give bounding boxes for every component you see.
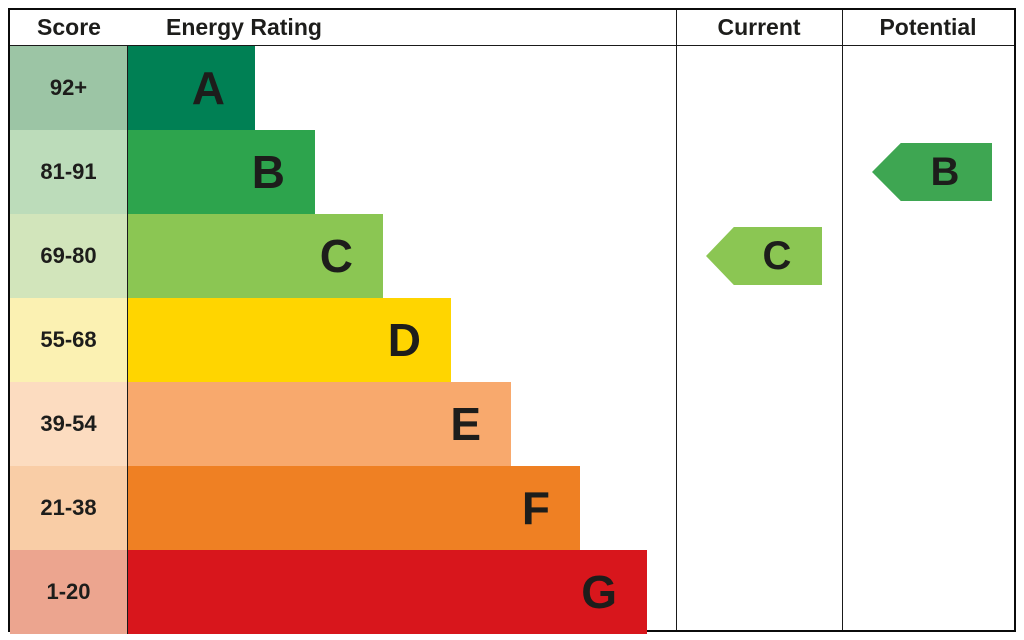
band-row-f: 21-38 F xyxy=(10,466,1014,550)
band-letter: F xyxy=(521,482,550,534)
band-letter: G xyxy=(581,566,617,618)
band-row-d: 55-68 D xyxy=(10,298,1014,382)
band-bar-c: C xyxy=(128,214,383,298)
header-score: Score xyxy=(37,14,101,40)
band-letter: A xyxy=(191,62,225,114)
band-letter: D xyxy=(387,314,421,366)
score-range: 81-91 xyxy=(10,130,128,214)
potential-arrow-letter: B xyxy=(930,150,960,194)
score-range: 1-20 xyxy=(10,550,128,634)
band-row-c: 69-80 C xyxy=(10,214,1014,298)
band-letter: B xyxy=(251,146,285,198)
score-range: 55-68 xyxy=(10,298,128,382)
header-current: Current xyxy=(717,14,801,40)
band-bar-b: B xyxy=(128,130,315,214)
score-range: 21-38 xyxy=(10,466,128,550)
band-letter: E xyxy=(450,398,481,450)
epc-rating-chart: Score Energy Rating Current Potential 92… xyxy=(8,8,1016,634)
band-letter: C xyxy=(319,230,353,282)
band-row-g: 1-20 G xyxy=(10,550,1014,634)
band-row-e: 39-54 E xyxy=(10,382,1014,466)
band-bar-f: F xyxy=(128,466,580,550)
divider-rating-current xyxy=(676,10,677,630)
band-rows: 92+ A 81-91 B 69-80 C 55-68 D 39-54 E 21-38 F 1-20 G xyxy=(10,46,1014,634)
band-row-b: 81-91 B xyxy=(10,130,1014,214)
score-range: 39-54 xyxy=(10,382,128,466)
current-arrow: C xyxy=(706,227,822,285)
header-row: Score Energy Rating Current Potential xyxy=(10,10,1014,46)
band-bar-a: A xyxy=(128,46,255,130)
divider-current-potential xyxy=(842,10,843,630)
band-bar-e: E xyxy=(128,382,511,466)
band-bar-g: G xyxy=(128,550,647,634)
potential-arrow: B xyxy=(872,143,992,201)
band-row-a: 92+ A xyxy=(10,46,1014,130)
current-arrow-letter: C xyxy=(762,234,792,278)
score-range: 92+ xyxy=(10,46,128,130)
score-range: 69-80 xyxy=(10,214,128,298)
header-potential: Potential xyxy=(879,14,977,40)
band-bar-d: D xyxy=(128,298,451,382)
header-energy-rating: Energy Rating xyxy=(166,14,322,40)
